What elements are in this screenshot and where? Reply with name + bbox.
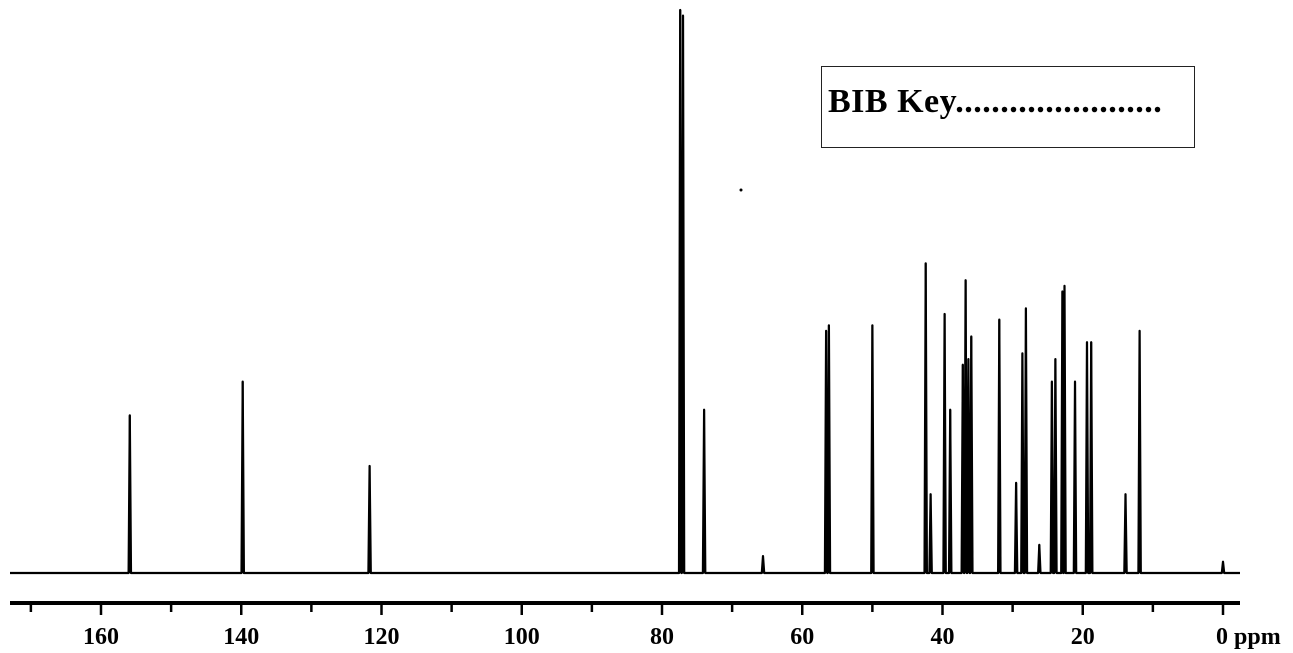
x-tick-label-140: 140 [223,624,259,650]
x-tick-label-120: 120 [364,624,400,650]
x-tick-label-160: 160 [83,624,119,650]
legend-box: BIB Key....................... [821,66,1195,148]
x-tick-label-60: 60 [790,624,814,650]
x-tick-label-100: 100 [504,624,540,650]
peak-layer [128,10,1224,573]
x-tick-label-40: 40 [931,624,955,650]
noise-dot [739,188,743,192]
x-tick-label-0: 0 ppm [1216,624,1281,650]
legend-label: BIB Key....................... [828,83,1163,120]
x-axis: 160 140 120 100 80 60 40 20 0 ppm [10,601,1281,650]
x-tick-label-20: 20 [1071,624,1095,650]
x-tick-label-80: 80 [650,624,674,650]
